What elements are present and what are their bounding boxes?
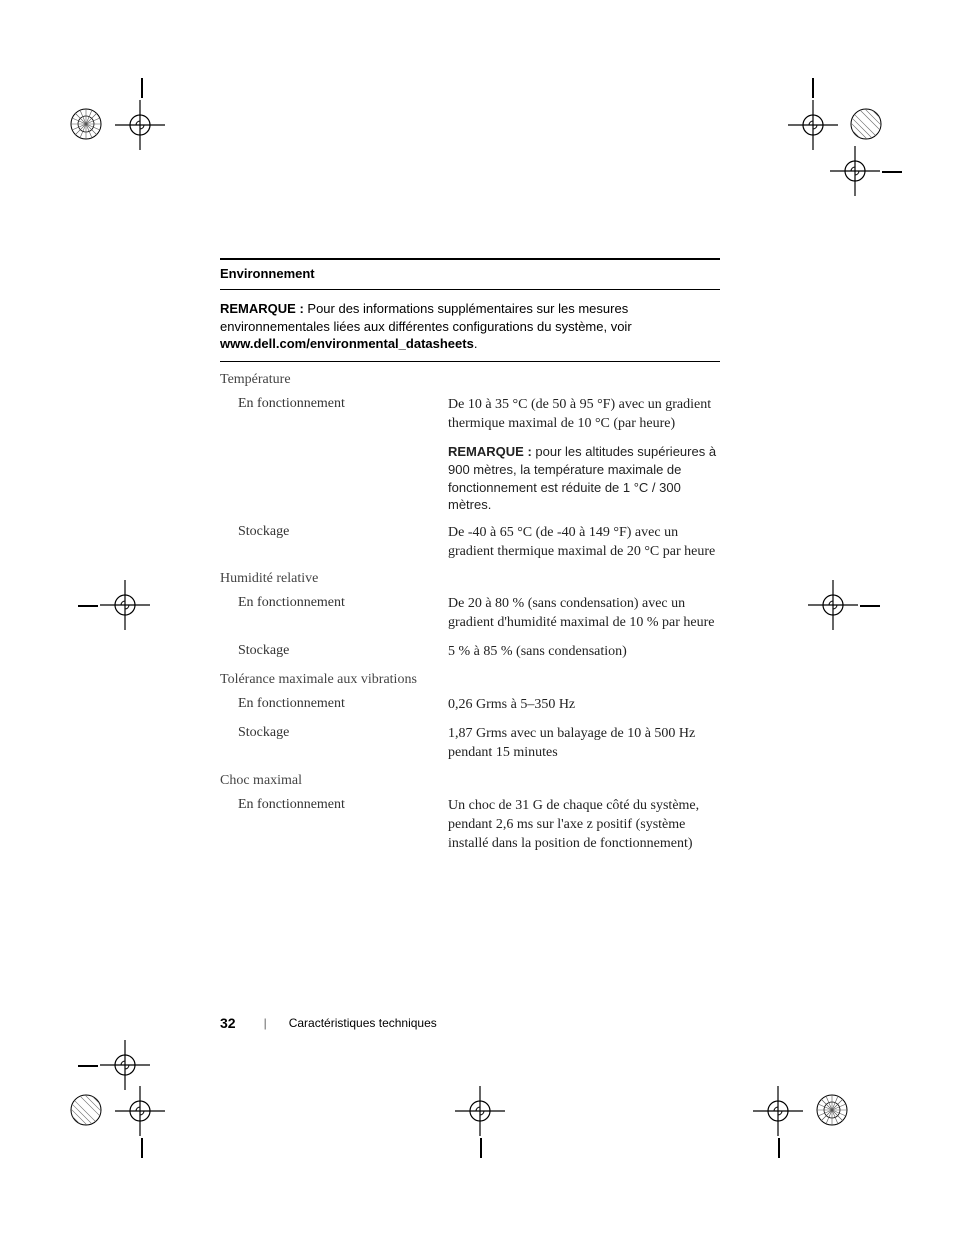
reg-crosshair-bc-icon (455, 1086, 505, 1136)
reg-tick-icon (860, 605, 880, 607)
reg-tick-icon (812, 78, 814, 98)
reg-crosshair-mr-icon (808, 580, 858, 630)
reg-tick-icon (882, 171, 902, 173)
page: Environnement REMARQUE : Pour des inform… (0, 0, 954, 1235)
footer-section: Caractéristiques techniques (289, 1016, 437, 1030)
spec-value: Un choc de 31 G de chaque côté du systèm… (448, 797, 720, 854)
reg-circle-tl-icon (70, 108, 102, 140)
spec-value: De -40 à 65 °C (de -40 à 149 °F) avec un… (448, 524, 720, 562)
spec-value: 5 % à 85 % (sans condensation) (448, 643, 720, 662)
reg-crosshair-trr-icon (830, 146, 880, 196)
content-area: Environnement REMARQUE : Pour des inform… (220, 258, 720, 863)
spec-value: 1,87 Grms avec un balayage de 10 à 500 H… (448, 725, 720, 763)
spec-row: REMARQUE : pour les altitudes supérieure… (220, 443, 720, 513)
reg-crosshair-bl-icon (115, 1086, 165, 1136)
spec-value: REMARQUE : pour les altitudes supérieure… (448, 443, 720, 513)
reg-circle-bl-icon (70, 1094, 102, 1126)
reg-tick-icon (78, 605, 98, 607)
spec-label: En fonctionnement (220, 696, 448, 712)
top-note: REMARQUE : Pour des informations supplém… (220, 300, 720, 362)
group-heading: Température (220, 372, 720, 388)
spec-row: En fonctionnementDe 10 à 35 °C (de 50 à … (220, 396, 720, 434)
spec-row: En fonctionnement0,26 Grms à 5–350 Hz (220, 696, 720, 715)
spec-value: De 20 à 80 % (sans condensation) avec un… (448, 595, 720, 633)
reg-crosshair-tr-icon (788, 100, 838, 150)
spec-label: Stockage (220, 524, 448, 540)
footer-separator: | (264, 1016, 267, 1030)
note-trailing: . (474, 336, 478, 351)
groups-container: TempératureEn fonctionnementDe 10 à 35 °… (220, 372, 720, 854)
reg-tick-icon (480, 1138, 482, 1158)
group-heading: Choc maximal (220, 773, 720, 789)
divider-icon (220, 289, 720, 290)
spec-row: StockageDe -40 à 65 °C (de -40 à 149 °F)… (220, 524, 720, 562)
reg-crosshair-ml-icon (100, 580, 150, 630)
reg-circle-tr-icon (850, 108, 882, 140)
spec-label: Stockage (220, 643, 448, 659)
spec-row: Stockage5 % à 85 % (sans condensation) (220, 643, 720, 662)
reg-tick-icon (778, 1138, 780, 1158)
reg-tick-icon (141, 1138, 143, 1158)
reg-crosshair-tl-icon (115, 100, 165, 150)
page-footer: 32 | Caractéristiques techniques (220, 1015, 720, 1031)
reg-crosshair-bl2-icon (100, 1040, 150, 1090)
page-number: 32 (220, 1015, 236, 1031)
spec-value: 0,26 Grms à 5–350 Hz (448, 696, 720, 715)
spec-label: Stockage (220, 725, 448, 741)
reg-tick-icon (141, 78, 143, 98)
spec-row: En fonctionnementUn choc de 31 G de chaq… (220, 797, 720, 854)
section-title: Environnement (220, 258, 720, 287)
reg-crosshair-br-icon (753, 1086, 803, 1136)
spec-label: En fonctionnement (220, 396, 448, 412)
reg-tick-icon (78, 1065, 98, 1067)
spec-label: En fonctionnement (220, 797, 448, 813)
spec-row: Stockage1,87 Grms avec un balayage de 10… (220, 725, 720, 763)
note-url: www.dell.com/environmental_datasheets (220, 336, 474, 351)
note-label: REMARQUE : (220, 301, 304, 316)
group-heading: Humidité relative (220, 571, 720, 587)
group-heading: Tolérance maximale aux vibrations (220, 672, 720, 688)
note-label: REMARQUE : (448, 444, 532, 459)
spec-value: De 10 à 35 °C (de 50 à 95 °F) avec un gr… (448, 396, 720, 434)
spec-row: En fonctionnementDe 20 à 80 % (sans cond… (220, 595, 720, 633)
reg-circle-br-icon (816, 1094, 848, 1126)
spec-label: En fonctionnement (220, 595, 448, 611)
